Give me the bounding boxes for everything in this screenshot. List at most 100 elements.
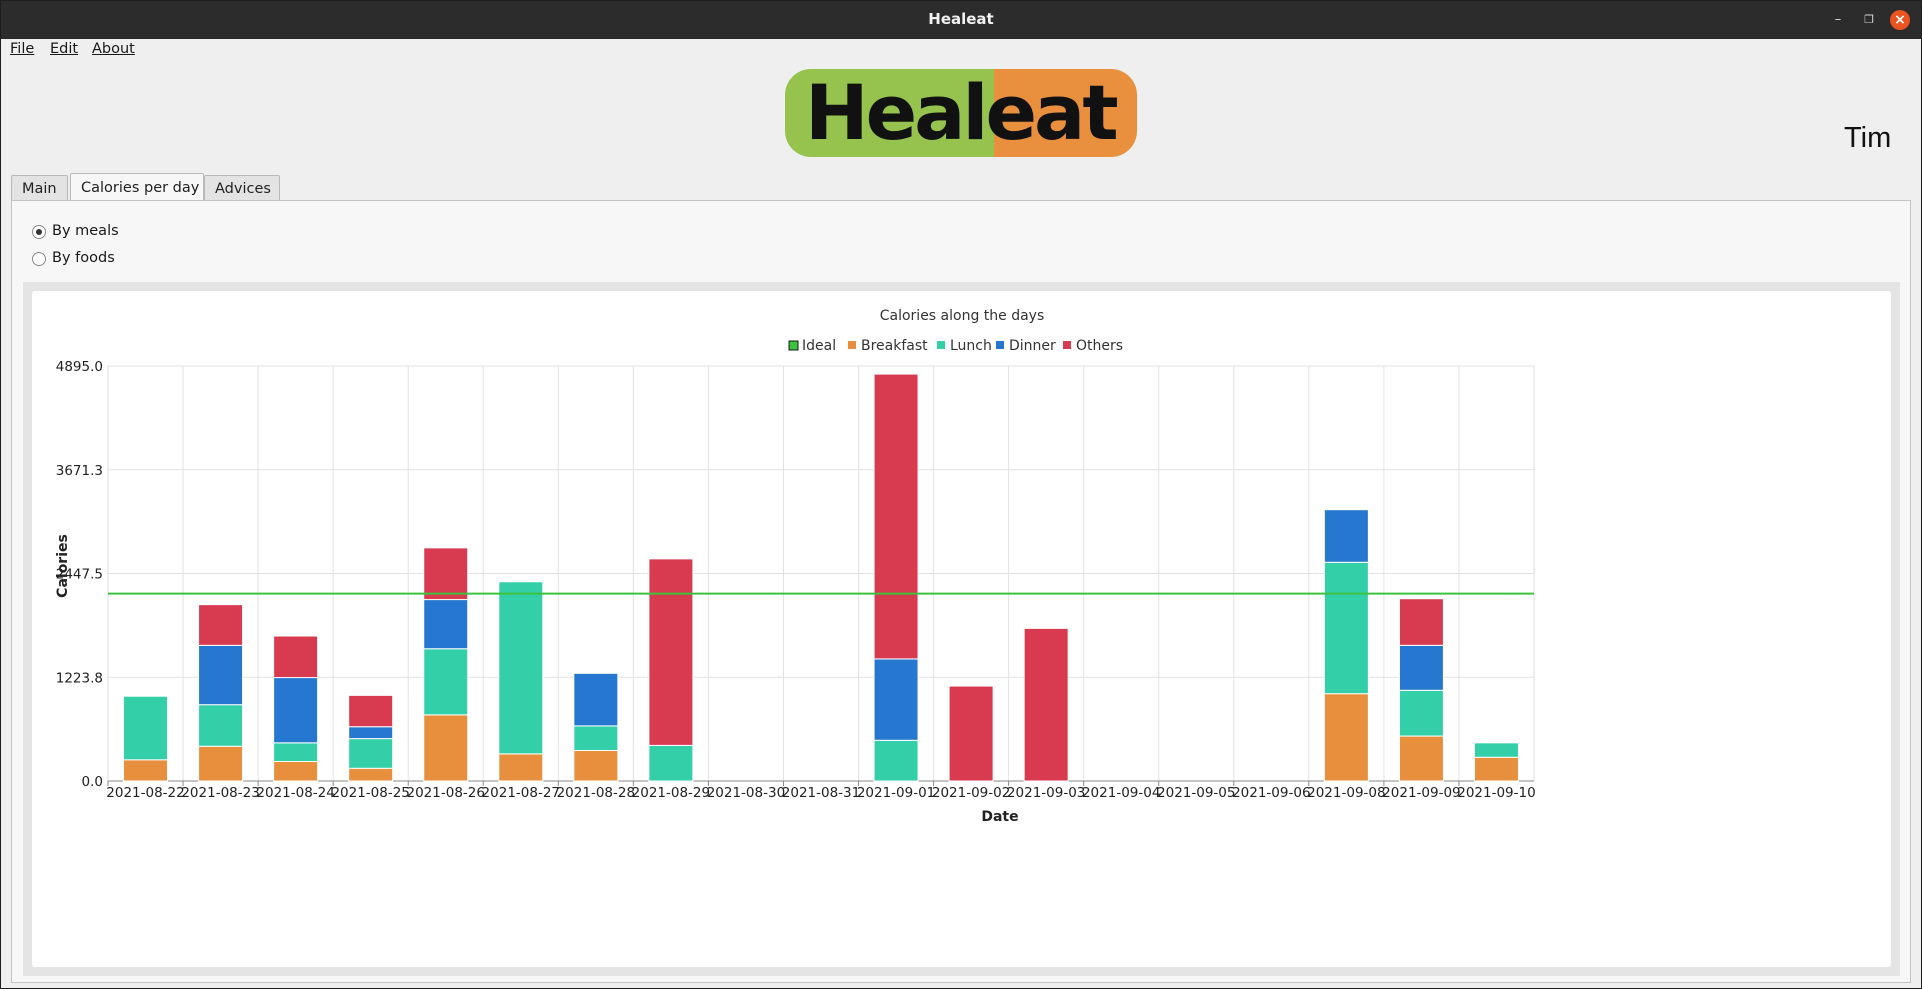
x-tick-label: 2021-08-31 (782, 785, 860, 801)
y-axis-label: Calories (55, 534, 71, 598)
by-foods-label[interactable]: By foods (52, 250, 115, 266)
y-tick-label: 3671.3 (56, 463, 103, 479)
bar-lunch (123, 695, 169, 761)
bar-others (1023, 627, 1069, 782)
close-icon[interactable]: × (1890, 10, 1910, 30)
y-tick-label: 0.0 (82, 774, 103, 790)
bar-dinner (573, 672, 619, 727)
bar-breakfast (1473, 756, 1519, 782)
menu-about[interactable]: About (92, 41, 135, 57)
bar-lunch (198, 704, 244, 747)
bar-lunch (873, 739, 919, 782)
bar-lunch (1473, 742, 1519, 758)
bar-breakfast (198, 745, 244, 782)
bar-breakfast (573, 749, 619, 782)
y-tick-label: 1223.8 (56, 670, 103, 686)
y-tick-label: 2447.5 (56, 567, 103, 583)
tab-advices[interactable]: Advices (204, 175, 280, 201)
chart-legend: Ideal Breakfast Lunch Dinner Others (788, 338, 1123, 354)
bar-others (873, 373, 919, 660)
window-title: Healeat (928, 10, 994, 28)
bar-lunch (498, 581, 544, 755)
bar-others (423, 547, 469, 601)
bar-breakfast (1323, 693, 1369, 782)
y-tick-label: 4895.0 (56, 359, 103, 375)
menu-file[interactable]: File (10, 41, 35, 57)
bar-dinner (273, 677, 319, 744)
x-tick-label: 2021-09-06 (1232, 785, 1310, 801)
bar-lunch (273, 742, 319, 763)
legend-swatch-breakfast (848, 341, 856, 349)
legend-swatch-ideal (788, 340, 799, 351)
healeat-logo: Healeat (785, 69, 1137, 157)
bar-breakfast (348, 767, 394, 782)
menu-bar: File Edit About (1, 39, 1921, 63)
x-tick-label: 2021-09-09 (1382, 785, 1460, 801)
maximize-icon[interactable]: ❐ (1864, 13, 1874, 26)
bar-dinner (873, 658, 919, 741)
legend-label-dinner: Dinner (1009, 338, 1056, 354)
tab-calories-per-day[interactable]: Calories per day (70, 173, 204, 201)
title-bar[interactable]: Healeat – ❐ × (1, 1, 1921, 39)
chart-area: Calories along the days Ideal Breakfast … (32, 291, 1891, 967)
chart-container: Calories along the days Ideal Breakfast … (23, 282, 1900, 976)
x-tick-label: 2021-09-04 (1082, 785, 1160, 801)
bar-lunch (423, 648, 469, 716)
x-tick-label: 2021-09-01 (857, 785, 935, 801)
legend-swatch-others (1063, 341, 1071, 349)
legend-swatch-lunch (937, 341, 945, 349)
logo-wordmark: Healeat (805, 69, 1119, 157)
legend-swatch-dinner (996, 341, 1004, 349)
bar-breakfast (123, 759, 169, 782)
x-tick-label: 2021-09-02 (932, 785, 1010, 801)
bar-others (198, 604, 244, 646)
logo-green-part (785, 69, 994, 157)
x-tick-label: 2021-09-10 (1457, 785, 1535, 801)
tab-main[interactable]: Main (11, 175, 68, 201)
bar-dinner (1323, 509, 1369, 563)
calories-panel: By meals By foods Calories along the day… (11, 200, 1911, 983)
bar-dinner (1398, 644, 1444, 691)
user-name: Tim (1844, 122, 1892, 154)
x-axis-label: Date (981, 809, 1018, 825)
minimize-icon[interactable]: – (1834, 12, 1842, 27)
x-tick-label: 2021-08-24 (256, 785, 334, 801)
legend-label-ideal: Ideal (802, 338, 836, 354)
bar-others (348, 694, 394, 728)
calories-chart: Calories along the days Ideal Breakfast … (55, 308, 1536, 825)
x-tick-label: 2021-09-05 (1157, 785, 1235, 801)
bar-breakfast (273, 761, 319, 782)
bar-lunch (648, 744, 694, 782)
logo-orange-part (994, 69, 1137, 157)
bar-others (1398, 598, 1444, 646)
x-tick-label: 2021-08-26 (407, 785, 485, 801)
bar-others (273, 635, 319, 679)
x-tick-label: 2021-09-03 (1007, 785, 1085, 801)
legend-label-lunch: Lunch (950, 338, 992, 354)
bar-others (648, 558, 694, 746)
plot-area: 0.01223.82447.53671.34895.02021-08-22202… (56, 359, 1536, 801)
x-tick-label: 2021-08-28 (557, 785, 635, 801)
x-tick-label: 2021-08-23 (181, 785, 259, 801)
bar-lunch (1398, 689, 1444, 737)
bar-dinner (423, 599, 469, 650)
x-tick-label: 2021-08-25 (331, 785, 409, 801)
x-tick-label: 2021-08-27 (482, 785, 560, 801)
x-tick-label: 2021-09-08 (1307, 785, 1385, 801)
x-tick-label: 2021-08-22 (106, 785, 184, 801)
bar-breakfast (423, 714, 469, 782)
bar-lunch (573, 725, 619, 751)
radio-checked-icon[interactable] (32, 225, 46, 239)
bar-breakfast (498, 753, 544, 782)
bar-lunch (1323, 561, 1369, 695)
bar-others (948, 685, 994, 782)
legend-label-others: Others (1076, 338, 1123, 354)
bar-lunch (348, 738, 394, 769)
bar-breakfast (1398, 735, 1444, 782)
menu-edit[interactable]: Edit (50, 41, 79, 57)
by-meals-label[interactable]: By meals (52, 223, 119, 239)
radio-unchecked-icon[interactable] (32, 252, 46, 266)
x-tick-label: 2021-08-30 (707, 785, 785, 801)
bar-dinner (198, 644, 244, 706)
